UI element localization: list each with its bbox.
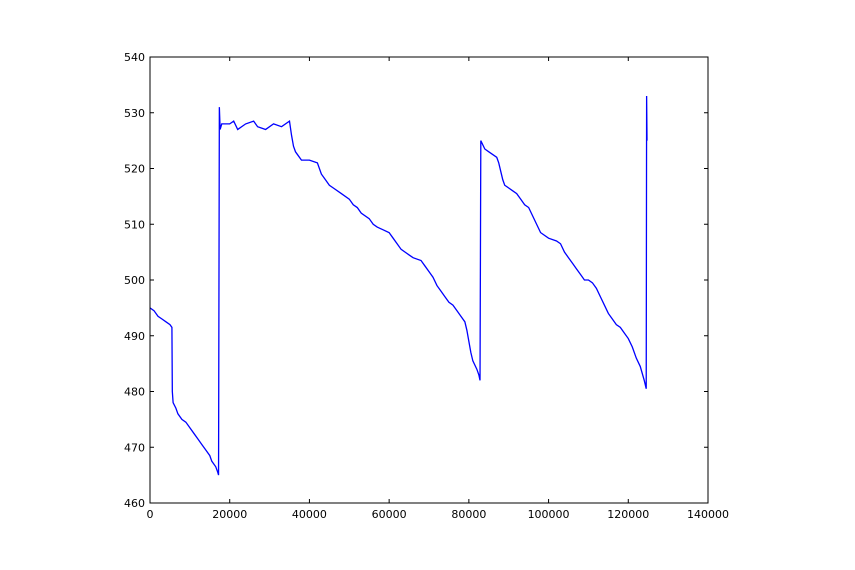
- y-axis: 460 470 480 490 500 510 520 530 540: [124, 51, 708, 510]
- x-tick-label: 80000: [451, 508, 486, 521]
- y-tick-label: 480: [124, 386, 145, 399]
- y-tick-label: 460: [124, 497, 145, 510]
- x-tick-label: 100000: [528, 508, 570, 521]
- x-tick-label: 140000: [687, 508, 729, 521]
- x-axis: 0 20000 40000 60000 80000 100000 120000 140000: [147, 57, 729, 521]
- x-tick-label: 20000: [212, 508, 247, 521]
- y-tick-label: 520: [124, 163, 145, 176]
- y-tick-label: 540: [124, 51, 145, 64]
- y-tick-label: 500: [124, 274, 145, 287]
- x-tick-label: 60000: [372, 508, 407, 521]
- plot-frame: [149, 56, 709, 504]
- x-tick-label: 40000: [292, 508, 327, 521]
- x-tick-label: 120000: [607, 508, 649, 521]
- y-tick-label: 510: [124, 218, 145, 231]
- y-tick-label: 490: [124, 330, 145, 343]
- y-tick-label: 530: [124, 107, 145, 120]
- series-line-0: [149, 96, 648, 476]
- plot-area: [149, 96, 648, 476]
- x-tick-label: 0: [147, 508, 154, 521]
- y-tick-label: 470: [124, 441, 145, 454]
